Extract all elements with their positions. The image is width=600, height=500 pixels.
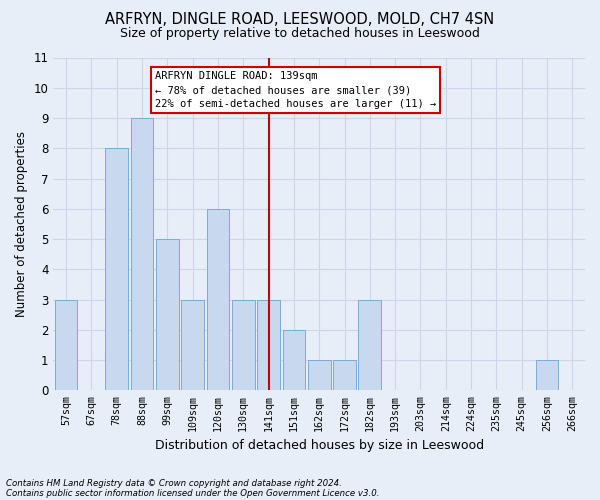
Bar (536, 360, 559, 390)
Text: ARFRYN DINGLE ROAD: 139sqm
← 78% of detached houses are smaller (39)
22% of semi: ARFRYN DINGLE ROAD: 139sqm ← 78% of deta… (155, 71, 436, 109)
Text: Contains public sector information licensed under the Open Government Licence v3: Contains public sector information licen… (6, 488, 380, 498)
Bar (206, 209, 229, 390)
Bar (131, 118, 154, 390)
Bar (333, 360, 356, 390)
Bar (156, 239, 179, 390)
Text: Size of property relative to detached houses in Leeswood: Size of property relative to detached ho… (120, 28, 480, 40)
Text: Contains HM Land Registry data © Crown copyright and database right 2024.: Contains HM Land Registry data © Crown c… (6, 478, 342, 488)
Bar (106, 148, 128, 390)
Y-axis label: Number of detached properties: Number of detached properties (15, 131, 28, 317)
Bar (232, 300, 254, 390)
X-axis label: Distribution of detached houses by size in Leeswood: Distribution of detached houses by size … (155, 440, 484, 452)
Bar (257, 300, 280, 390)
Bar (55, 300, 77, 390)
Bar (283, 330, 305, 390)
Bar (181, 300, 204, 390)
Bar (308, 360, 331, 390)
Bar (358, 300, 381, 390)
Text: ARFRYN, DINGLE ROAD, LEESWOOD, MOLD, CH7 4SN: ARFRYN, DINGLE ROAD, LEESWOOD, MOLD, CH7… (106, 12, 494, 28)
